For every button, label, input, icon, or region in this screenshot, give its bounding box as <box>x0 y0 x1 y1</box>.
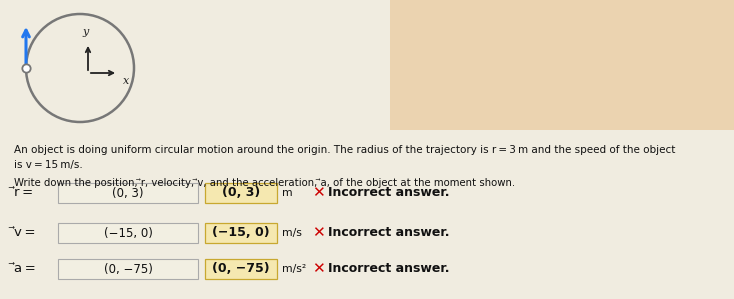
Text: Incorrect answer.: Incorrect answer. <box>328 227 449 239</box>
Bar <box>58 183 198 203</box>
Text: m/s²: m/s² <box>282 264 306 274</box>
Bar <box>205 259 277 279</box>
Text: An object is doing uniform circular motion around the origin. The radius of the : An object is doing uniform circular moti… <box>14 145 675 155</box>
Text: (−15, 0): (−15, 0) <box>212 227 270 239</box>
Bar <box>58 223 198 243</box>
Text: m/s: m/s <box>282 228 302 238</box>
Text: ✕: ✕ <box>312 262 324 277</box>
Text: (0, 3): (0, 3) <box>112 187 144 199</box>
Bar <box>205 183 277 203</box>
Text: y: y <box>83 27 89 37</box>
Text: Write down the position, ⃗r, velocity, ⃗v, and the acceleration, ⃗a, of the obje: Write down the position, ⃗r, velocity, ⃗… <box>14 178 515 188</box>
Text: (0, 3): (0, 3) <box>222 187 260 199</box>
Text: Incorrect answer.: Incorrect answer. <box>328 263 449 275</box>
Text: m: m <box>282 188 293 198</box>
Bar <box>390 0 734 130</box>
Text: x: x <box>123 76 129 86</box>
Text: ⃗r =: ⃗r = <box>14 187 33 199</box>
Text: ⃗v =: ⃗v = <box>14 227 35 239</box>
Text: (−15, 0): (−15, 0) <box>103 227 153 239</box>
Text: ✕: ✕ <box>312 185 324 201</box>
Text: ⃗a =: ⃗a = <box>14 263 36 275</box>
Text: (0, −75): (0, −75) <box>212 263 270 275</box>
Text: Incorrect answer.: Incorrect answer. <box>328 187 449 199</box>
Text: (0, −75): (0, −75) <box>103 263 153 275</box>
Bar <box>58 259 198 279</box>
Text: is v = 15 m/s.: is v = 15 m/s. <box>14 160 83 170</box>
Text: ✕: ✕ <box>312 225 324 240</box>
Bar <box>205 223 277 243</box>
